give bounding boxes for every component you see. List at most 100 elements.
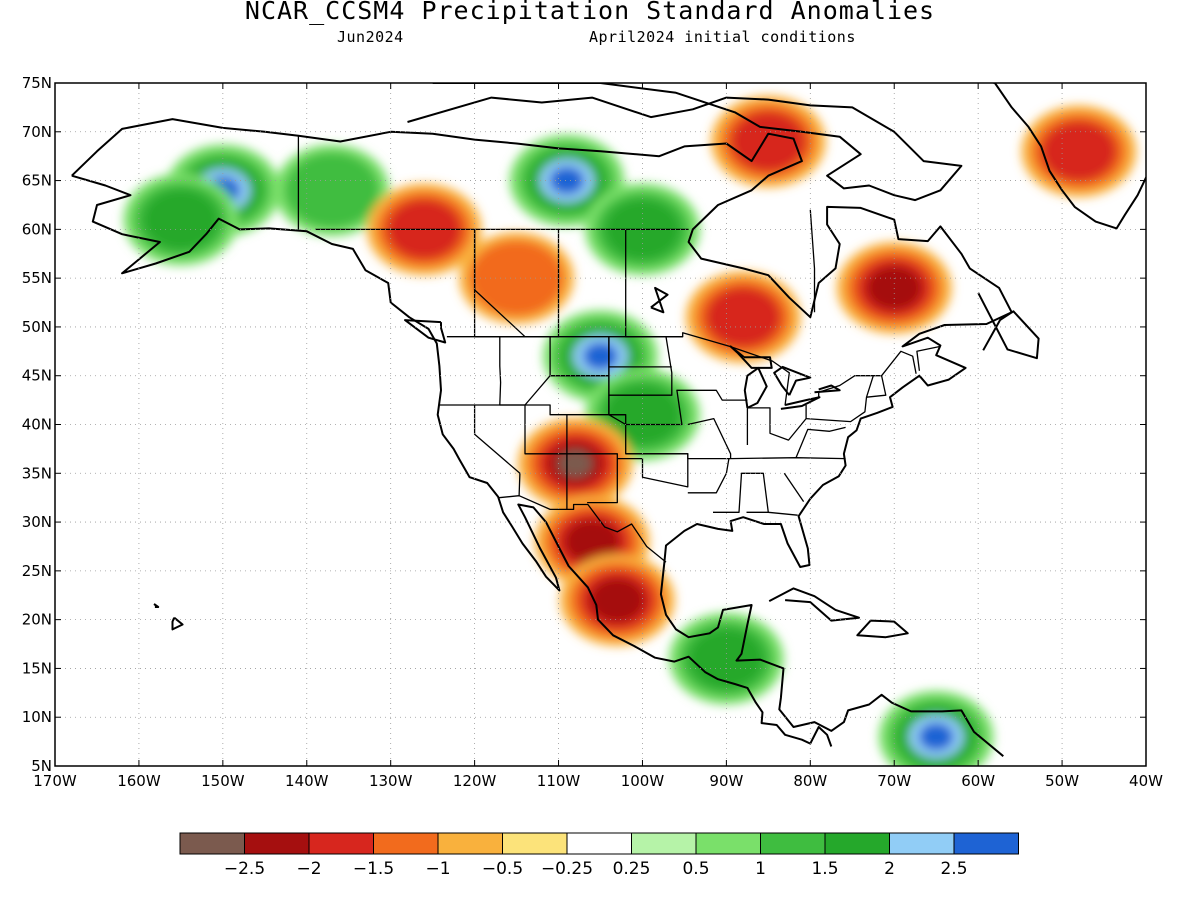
anomaly-region-ontario <box>705 287 781 348</box>
coastline-segment <box>990 83 1146 230</box>
colorbar-label: −1.5 <box>353 859 394 879</box>
political-border <box>617 453 689 488</box>
colorbar-swatch <box>889 832 955 855</box>
lon-tick-label: 70W <box>877 772 911 790</box>
colorbar-swatch <box>437 832 503 855</box>
political-border <box>524 405 618 504</box>
coastline-segment <box>407 83 963 202</box>
lon-tick-label: 120W <box>453 772 497 790</box>
colorbar-swatch <box>760 832 826 855</box>
lon-tick-label: 50W <box>1045 772 1079 790</box>
colorbar-label: 2 <box>884 859 895 879</box>
colorbar-label: 1.5 <box>811 859 838 879</box>
lat-tick-label: 25N <box>22 562 52 580</box>
political-border <box>687 458 730 494</box>
anomaly-region-alaska-south <box>143 189 219 250</box>
lat-tick-label: 35N <box>22 464 52 482</box>
political-border <box>446 332 917 406</box>
lat-tick-label: 30N <box>22 513 52 531</box>
coastline-segment <box>171 616 184 631</box>
political-border <box>608 389 748 426</box>
colorbar-swatch <box>566 832 632 855</box>
colorbar-swatch <box>824 832 890 855</box>
coastline-segment <box>977 292 1040 360</box>
lat-tick-label: 10N <box>22 708 52 726</box>
anomaly-region-nunavut-central <box>549 166 585 195</box>
coastline-segment <box>71 118 1013 757</box>
coastline-segment <box>768 587 860 622</box>
political-border <box>473 405 521 496</box>
political-border <box>713 472 769 513</box>
lat-tick-label: 75N <box>22 74 52 92</box>
political-border <box>916 345 941 371</box>
coastlines <box>71 83 1146 757</box>
anomaly-region-central-mexico <box>589 578 645 623</box>
colorbar-label: 2.5 <box>940 859 967 879</box>
lat-tick-label: 60N <box>22 220 52 238</box>
anomaly-field <box>123 95 1137 766</box>
lon-tick-label: 160W <box>117 772 161 790</box>
political-border <box>783 472 805 502</box>
coastline-segment <box>773 365 812 396</box>
political-border <box>608 336 673 396</box>
lat-tick-label: 40N <box>22 416 52 434</box>
colorbar-label: 1 <box>755 859 766 879</box>
colorbar-label: −0.25 <box>541 859 593 879</box>
lat-tick-label: 50N <box>22 318 52 336</box>
lat-tick-label: 65N <box>22 172 52 190</box>
lon-tick-label: 140W <box>285 772 329 790</box>
political-border <box>498 495 667 563</box>
lon-tick-label: 100W <box>621 772 665 790</box>
colorbar: −2.5 −2 −1.5 −1 −0.5 −0.25 0.25 0.5 1 1.5 2 2.5 <box>179 832 1019 879</box>
anomaly-region-alberta <box>469 240 565 317</box>
anomaly-region-yukon <box>284 152 380 229</box>
lat-tick-label: 15N <box>22 659 52 677</box>
colorbar-label: 0.5 <box>682 859 709 879</box>
lon-tick-label: 150W <box>201 772 245 790</box>
colorbar-swatch <box>179 832 245 855</box>
political-border <box>625 229 683 338</box>
lon-tick-label: 60W <box>961 772 995 790</box>
coastline-segment <box>71 174 833 747</box>
colorbar-swatch <box>631 832 697 855</box>
coastline-segment <box>814 384 841 394</box>
colorbar-swatch <box>244 832 310 855</box>
colorbar-swatch <box>308 832 374 855</box>
political-border <box>687 417 732 459</box>
colorbar-label: −2.5 <box>224 859 265 879</box>
colorbar-swatch <box>953 832 1019 855</box>
colorbar-swatch <box>695 832 761 855</box>
colorbar-label: −2 <box>296 859 321 879</box>
lon-tick-label: 110W <box>537 772 581 790</box>
lat-tick-label: 5N <box>31 757 52 775</box>
lat-tick-label: 45N <box>22 367 52 385</box>
graticule <box>55 83 1146 766</box>
lon-tick-label: 170W <box>33 772 77 790</box>
anomaly-region-greenland <box>1041 121 1117 182</box>
political-border <box>809 209 816 313</box>
anomaly-region-northwest-mexico <box>564 519 620 564</box>
lon-tick-label: 90W <box>709 772 743 790</box>
forecast-month: Jun2024 <box>337 28 404 46</box>
coastline-segment <box>153 603 160 608</box>
political-border <box>806 375 874 423</box>
colorbar-label: 0.25 <box>613 859 651 879</box>
colorbar-label: −0.5 <box>482 859 523 879</box>
anomaly-region-northern-plains <box>583 342 618 371</box>
anomaly-region-baffin <box>730 111 806 172</box>
lon-tick-label: 40W <box>1129 772 1163 790</box>
lon-tick-label: 130W <box>369 772 413 790</box>
anomaly-region-venezuela <box>918 722 954 751</box>
initial-conditions: April2024 initial conditions <box>589 28 856 46</box>
lat-tick-label: 55N <box>22 269 52 287</box>
coastline-segment <box>650 286 669 314</box>
colorbar-swatch <box>502 832 568 855</box>
political-border <box>795 426 846 458</box>
political-border <box>473 229 526 338</box>
map-title: NCAR_CCSM4 Precipitation Standard Anomal… <box>244 0 936 25</box>
colorbar-swatch <box>373 832 439 855</box>
political-border <box>768 511 798 516</box>
coastline-segment <box>743 366 768 409</box>
anomaly-region-quebec-labrador <box>866 265 922 310</box>
